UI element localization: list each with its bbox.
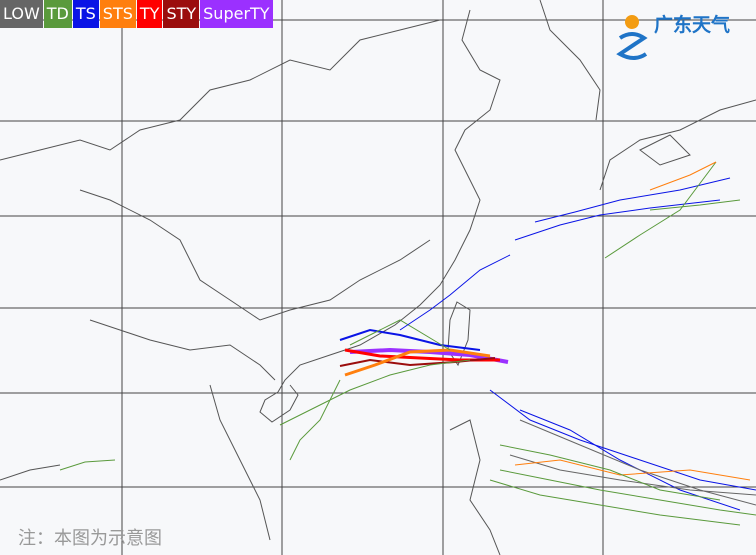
legend: LOW TD TS STS TY STY SuperTY (0, 0, 274, 28)
logo-icon (616, 15, 648, 60)
tracks (59, 161, 756, 526)
legend-item: TY (136, 0, 163, 28)
legend-item: TD (43, 0, 72, 28)
legend-item: LOW (0, 0, 43, 28)
legend-item: STS (99, 0, 136, 28)
logo-text: 广东天气 (654, 14, 731, 36)
logo: 广东天气 (612, 10, 730, 37)
legend-item: TS (72, 0, 99, 28)
legend-item: SuperTY (200, 0, 273, 28)
legend-item: STY (163, 0, 200, 28)
note: 注：本图为示意图 (18, 528, 162, 549)
